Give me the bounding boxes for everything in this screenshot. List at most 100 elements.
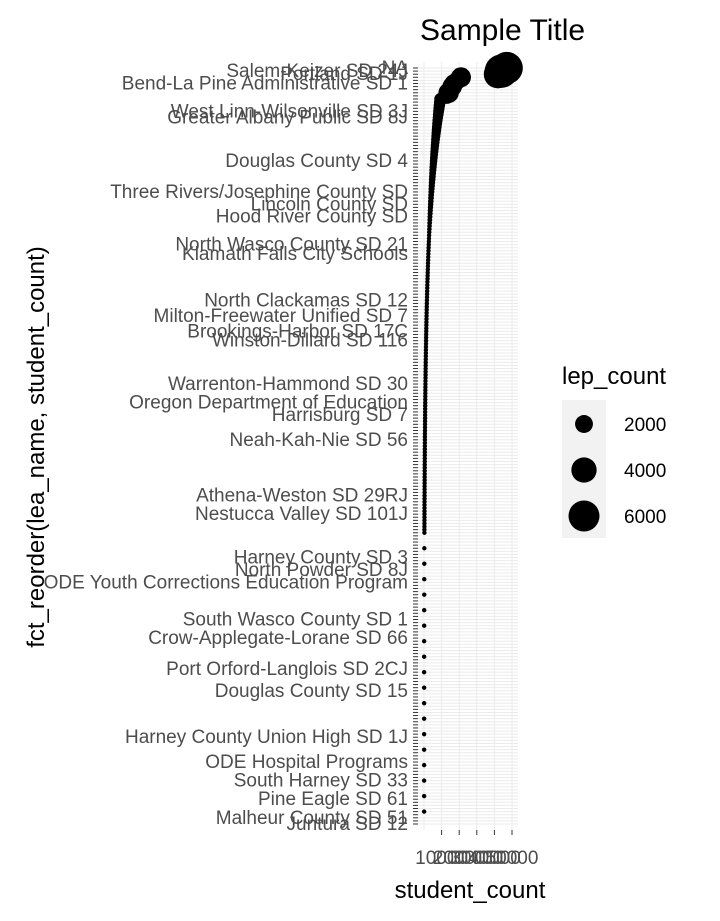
x-axis-title: student_count [395, 877, 546, 904]
data-point [421, 747, 427, 752]
y-tick-label: ODE Hospital Programs [205, 752, 408, 773]
data-point [424, 322, 429, 328]
data-point [421, 716, 427, 721]
data-points [421, 51, 523, 814]
data-point [422, 546, 427, 551]
data-point [421, 623, 427, 628]
data-point [426, 233, 432, 238]
data-point [424, 316, 429, 322]
data-point [423, 381, 428, 387]
y-tick-label: North Powder SD 8J [235, 560, 408, 581]
data-point [425, 260, 431, 266]
data-point [421, 700, 427, 706]
y-tick-label: Nestucca Valley SD 101J [195, 504, 408, 525]
data-point [425, 267, 431, 272]
y-tick-label: Milton-Freewater Unified SD 7 [154, 306, 408, 327]
data-point [421, 778, 427, 783]
data-point [422, 505, 427, 511]
data-point [425, 257, 431, 263]
data-point [422, 493, 427, 498]
y-tick-label: Neah-Kah-Nie SD 56 [230, 430, 408, 451]
data-point [424, 329, 429, 334]
legend-title: lep_count [562, 363, 666, 390]
y-tick-label: Pine Eagle SD 61 [258, 789, 408, 810]
data-point [426, 236, 432, 241]
data-point [483, 60, 513, 89]
data-point [424, 288, 430, 294]
data-point [426, 248, 431, 254]
y-tick-label: Bend-La Pine Administrative SD 1 [122, 73, 408, 94]
data-point [422, 518, 427, 523]
data-point [423, 338, 429, 343]
data-point [422, 434, 428, 439]
y-tick-label: Port Orford-Langlois SD 2CJ [166, 659, 408, 680]
data-point [422, 468, 427, 473]
data-point [422, 515, 427, 520]
data-point [424, 319, 429, 325]
data-point [423, 357, 428, 362]
data-point [422, 431, 428, 436]
data-point [423, 366, 428, 371]
y-tick-label: Oregon Department of Education [129, 393, 408, 414]
data-point [422, 471, 427, 477]
legend-key-circle [575, 415, 593, 433]
legend-label: 4000 [624, 461, 666, 482]
data-point [422, 527, 427, 532]
data-point [422, 508, 427, 514]
data-point [421, 685, 427, 690]
data-point [421, 654, 427, 659]
data-point [421, 793, 427, 799]
data-point [422, 446, 428, 452]
data-point [422, 465, 427, 470]
data-point [423, 347, 429, 353]
data-point [422, 456, 427, 461]
y-tick-label: Athena-Weston SD 29RJ [196, 486, 408, 507]
data-point [422, 422, 428, 427]
plot-grid [418, 62, 518, 830]
data-point [425, 270, 430, 275]
data-point [425, 282, 430, 288]
data-point [422, 480, 427, 486]
y-axis-title: fct_reorder(lea_name, student_count) [23, 246, 50, 648]
y-tick-label: Harrisburg SD 7 [272, 405, 408, 426]
data-point [424, 310, 429, 315]
data-point [424, 298, 430, 303]
data-point [422, 412, 428, 418]
y-tick-label: West Linn-Wilsonville SD 3J [171, 101, 408, 122]
data-point [426, 239, 432, 244]
data-point [423, 388, 428, 393]
y-tick-label: Klamath Falls City Schools [182, 244, 408, 265]
data-point [421, 638, 427, 644]
y-tick-label: Douglas County SD 4 [225, 151, 408, 172]
y-tick-label: North Wasco County SD 21 [175, 235, 408, 256]
data-point [426, 254, 431, 260]
legend-key-circle [568, 500, 600, 532]
data-point [422, 409, 428, 415]
data-point [422, 577, 427, 582]
data-point [422, 453, 427, 458]
y-tick-label: Harney County SD 3 [234, 548, 408, 569]
data-point [422, 403, 428, 408]
y-tick-label: Portland SD 1J [280, 64, 408, 85]
data-point [424, 307, 429, 312]
data-point [423, 372, 428, 377]
data-point [421, 669, 427, 675]
data-point [423, 353, 429, 359]
data-point [424, 295, 430, 300]
y-tick-label: South Harney SD 33 [234, 771, 408, 792]
y-tick-label: North Clackamas SD 12 [204, 290, 408, 311]
data-point [425, 285, 430, 291]
data-point [422, 521, 427, 526]
data-point [424, 313, 429, 319]
data-point [421, 762, 427, 768]
data-point [422, 459, 427, 464]
data-point [422, 477, 427, 483]
data-point [425, 273, 430, 278]
chart-title: Sample Title [420, 14, 585, 47]
data-point [423, 360, 428, 365]
data-point [422, 561, 427, 566]
x-tick-label: 10000 [415, 848, 468, 869]
